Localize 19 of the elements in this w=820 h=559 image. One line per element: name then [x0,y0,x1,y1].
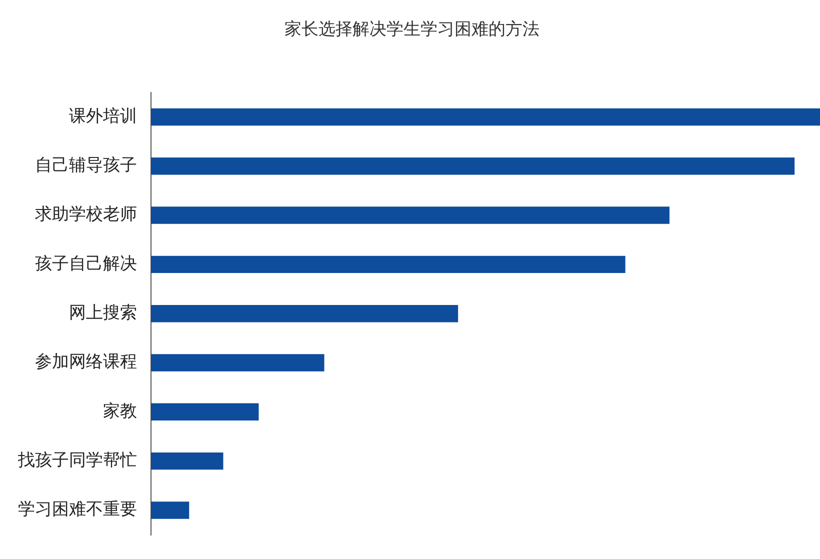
bar [151,206,670,224]
y-tick-label: 自己辅导孩子 [35,156,137,176]
bar [151,502,190,519]
bar [151,256,626,274]
y-tick-label: 找孩子同学帮忙 [17,450,137,470]
y-tick-label: 求助学校老师 [35,204,137,225]
bar [151,305,458,322]
bar [151,158,795,175]
y-tick-label: 参加网络课程 [35,352,137,372]
y-tick-label: 网上搜索 [69,303,137,324]
y-tick-label: 学习困难不重要 [18,500,137,520]
bar [151,452,224,470]
bar [151,108,820,126]
bar [151,354,324,372]
bar [151,403,259,421]
chart-title: 家长选择解决学生学习困难的方法 [284,20,540,40]
y-tick-label: 孩子自己解决 [35,254,137,274]
y-tick-label: 课外培训 [69,106,137,126]
y-tick-label: 家教 [103,401,137,422]
